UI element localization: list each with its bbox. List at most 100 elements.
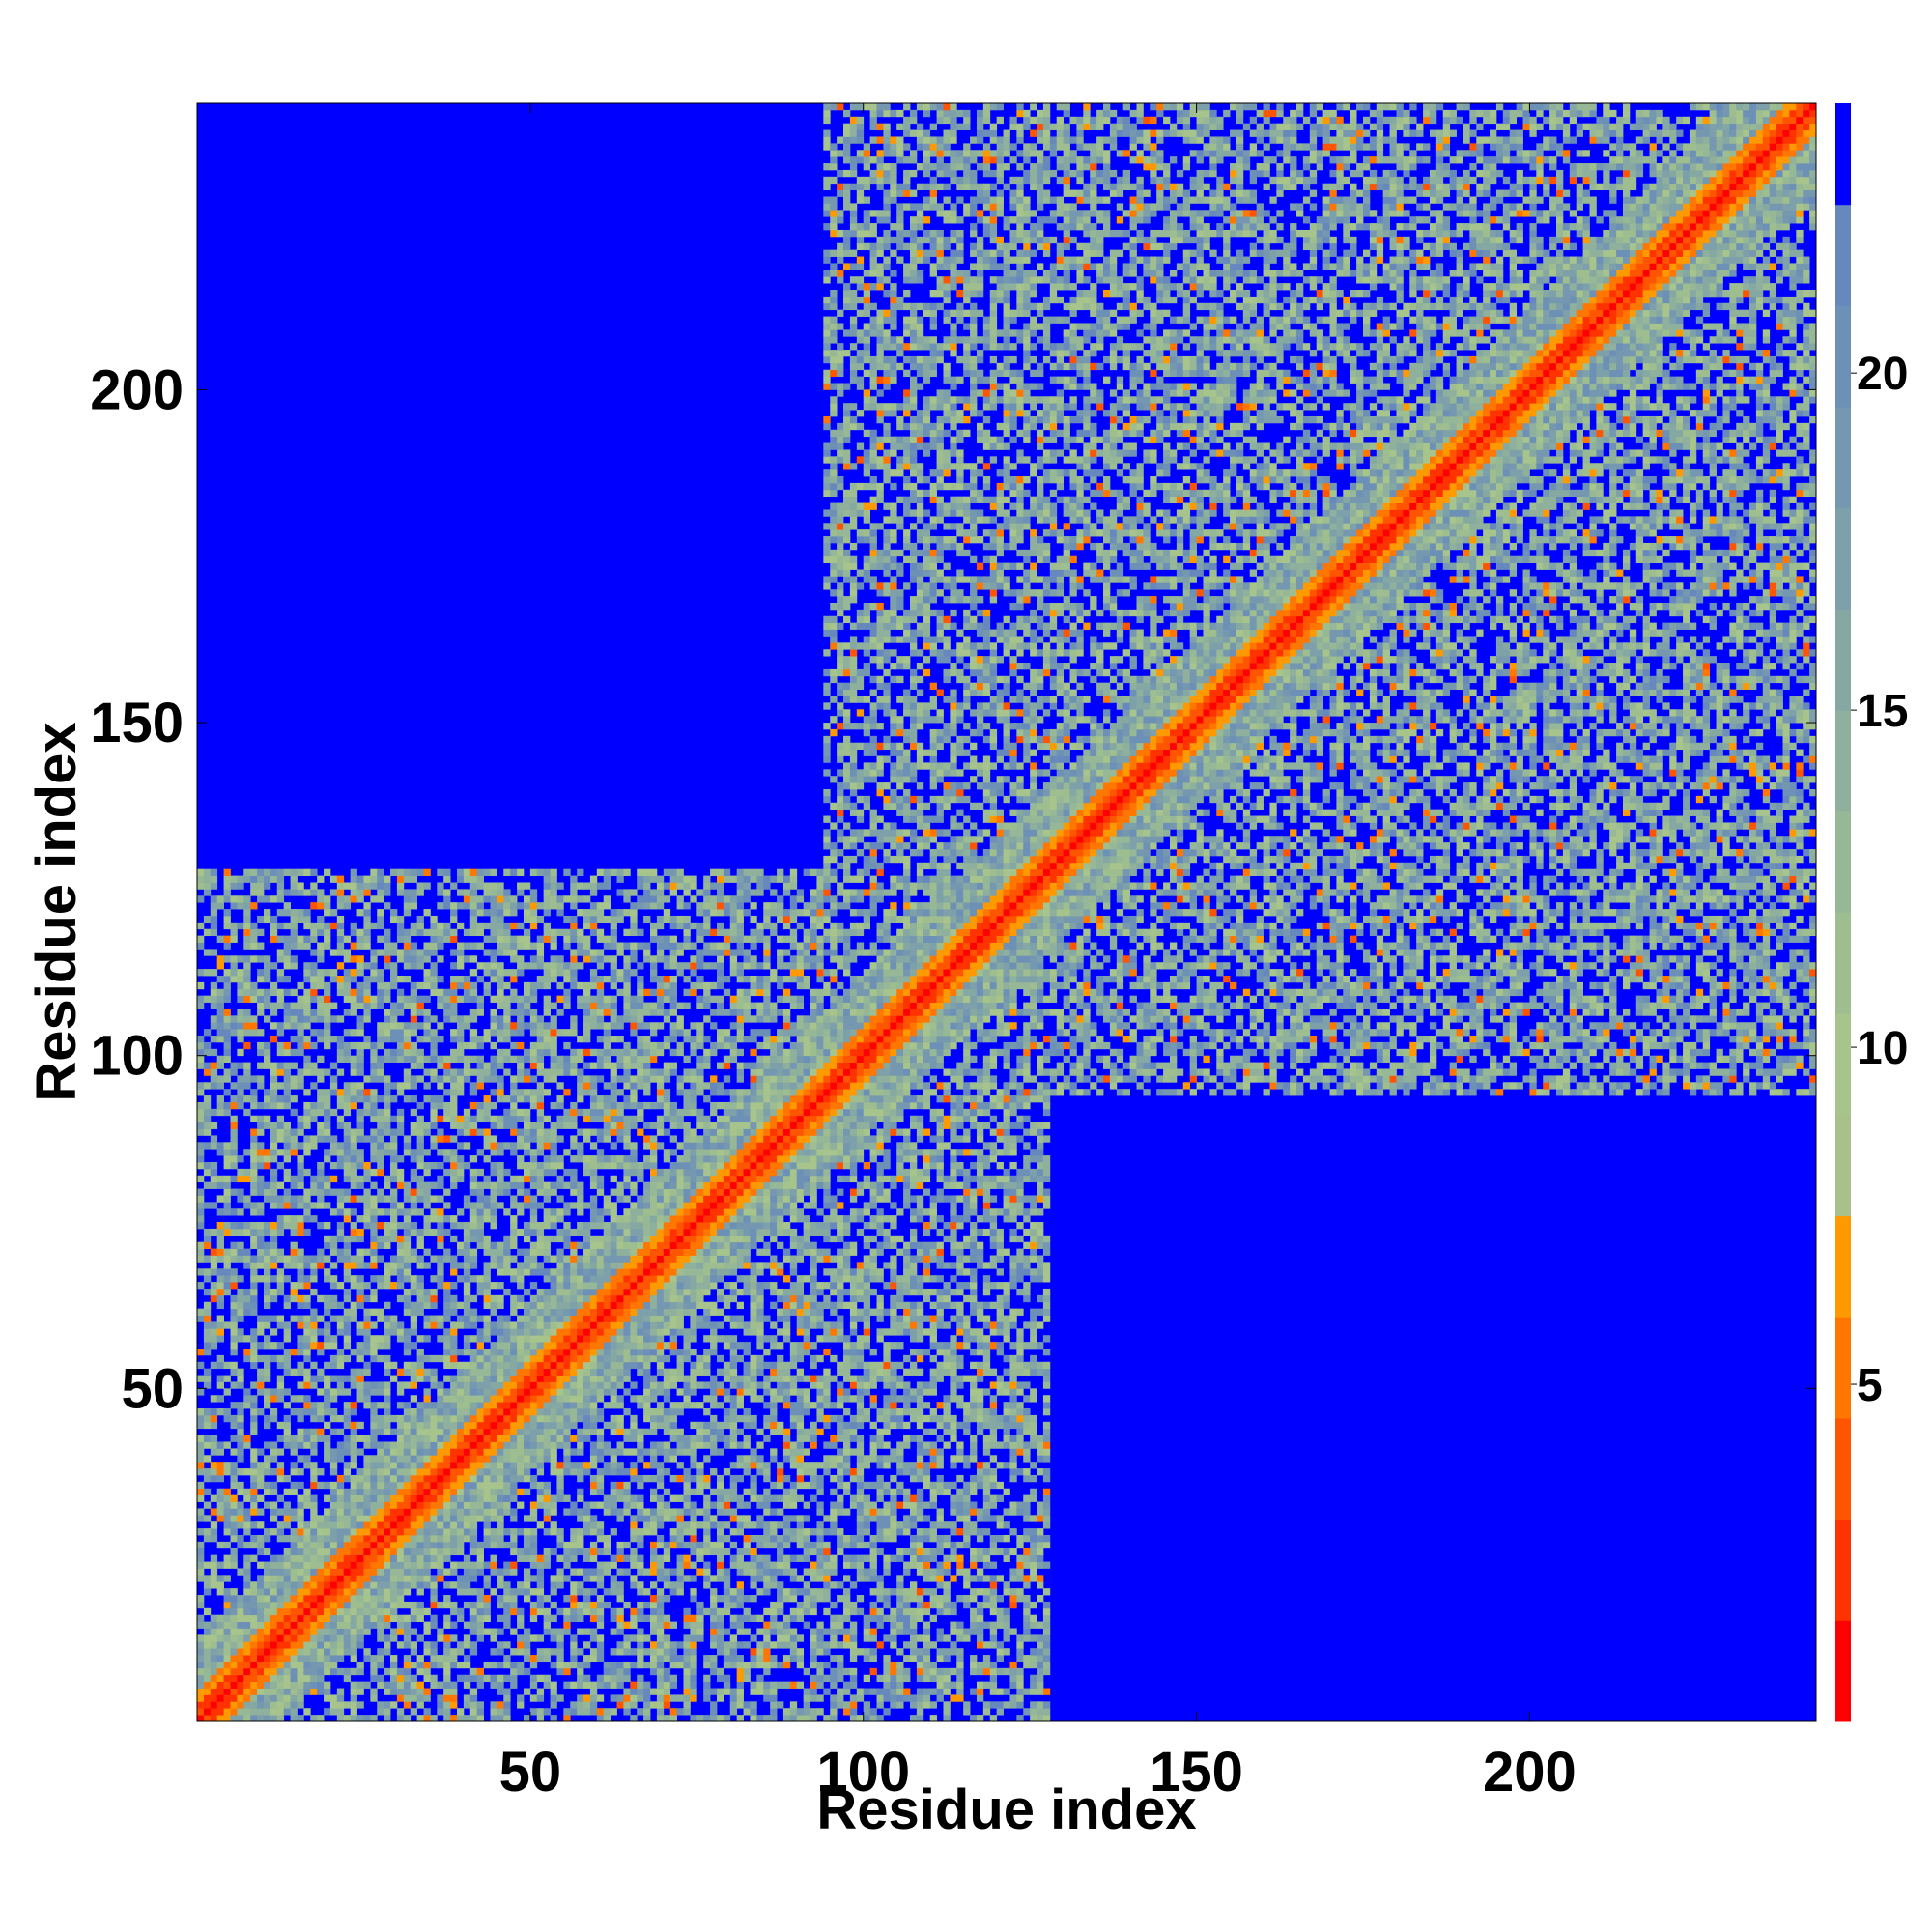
heatmap-cell (743, 1674, 751, 1683)
heatmap-cell (403, 1655, 412, 1662)
heatmap-cell (290, 1528, 298, 1536)
heatmap-cell (350, 1641, 357, 1649)
heatmap-cell (529, 1601, 538, 1609)
heatmap-cell (363, 1202, 371, 1209)
heatmap-cell (276, 1614, 285, 1622)
heatmap-cell (290, 988, 298, 997)
heatmap-cell (909, 1508, 918, 1516)
heatmap-cell (356, 1667, 364, 1676)
heatmap-cell (723, 1715, 731, 1722)
heatmap-cell (223, 1155, 231, 1163)
heatmap-cell (716, 1715, 724, 1722)
heatmap-cell (343, 1089, 352, 1096)
heatmap-cell (956, 1568, 964, 1576)
heatmap-cell (623, 1701, 631, 1709)
heatmap-cell (916, 1648, 924, 1656)
heatmap-cell (243, 1521, 251, 1529)
heatmap-cell (237, 1521, 244, 1529)
heatmap-cell (410, 1421, 418, 1430)
heatmap-cell (270, 1202, 278, 1209)
heatmap-cell (317, 1601, 325, 1609)
heatmap-cell (856, 1568, 865, 1576)
heatmap-cell (237, 1708, 244, 1716)
heatmap-cell (610, 1674, 617, 1683)
heatmap-cell (210, 981, 218, 990)
heatmap-cell (303, 1428, 311, 1435)
heatmap-cell (630, 1648, 638, 1656)
heatmap-cell (350, 1535, 357, 1543)
heatmap-cell (377, 1062, 384, 1069)
heatmap-cell (756, 1521, 764, 1529)
heatmap-cell (230, 1175, 238, 1183)
heatmap-cell (257, 1655, 265, 1662)
heatmap-cell (363, 1561, 371, 1569)
heatmap-cell (782, 1595, 791, 1603)
heatmap-cell (630, 1575, 638, 1582)
heatmap-cell (350, 1228, 357, 1236)
heatmap-cell (276, 1395, 285, 1403)
heatmap-cell (303, 1348, 311, 1356)
heatmap-cell (596, 1708, 605, 1716)
heatmap-cell (324, 1694, 331, 1702)
heatmap-cell (203, 1062, 212, 1069)
heatmap-cell (343, 1535, 352, 1543)
heatmap-cell (923, 1607, 931, 1616)
heatmap-cell (257, 1241, 265, 1249)
heatmap-cell (270, 1328, 278, 1336)
heatmap-cell (263, 1628, 271, 1635)
heatmap-cell (390, 1155, 398, 1163)
heatmap-cell (263, 1188, 271, 1196)
heatmap-cell (943, 1601, 951, 1609)
heatmap-cell (963, 1521, 971, 1529)
heatmap-cell (410, 1149, 418, 1156)
heatmap-cell (283, 1661, 291, 1669)
heatmap-cell (570, 1641, 578, 1649)
heatmap-cell (250, 1075, 258, 1083)
heatmap-cell (570, 1548, 578, 1556)
heatmap-cell (583, 1568, 591, 1576)
heatmap-cell (823, 1688, 831, 1695)
heatmap-cell (1037, 1528, 1044, 1536)
heatmap-cell (837, 1667, 844, 1676)
heatmap-cell (350, 1082, 357, 1090)
heatmap-cell (290, 1195, 298, 1203)
heatmap-cell (216, 895, 224, 903)
heatmap-cell (363, 1101, 371, 1110)
heatmap-cell (343, 1441, 352, 1449)
heatmap-cell (503, 1588, 511, 1596)
heatmap-cell (257, 1408, 265, 1416)
heatmap-cell (837, 1535, 844, 1543)
heatmap-cell (529, 1575, 538, 1582)
heatmap-cell (324, 1528, 331, 1536)
heatmap-cell (503, 1621, 511, 1629)
heatmap-cell (276, 1248, 285, 1256)
heatmap-cell (210, 1554, 218, 1562)
heatmap-cell (370, 1541, 378, 1549)
heatmap-cell (250, 1395, 258, 1403)
heatmap-cell (297, 1661, 304, 1669)
heatmap-cell (923, 1701, 931, 1709)
heatmap-cell (343, 1195, 352, 1203)
heatmap-cell (290, 1601, 298, 1609)
heatmap-cell (263, 1468, 271, 1476)
heatmap-cell (503, 1568, 511, 1576)
heatmap-cell (490, 1674, 497, 1683)
heatmap-cell (336, 1494, 345, 1502)
heatmap-cell (936, 1681, 944, 1689)
heatmap-cell (223, 922, 231, 930)
heatmap-cell (230, 1648, 238, 1656)
heatmap-cell (616, 1515, 624, 1522)
heatmap-cell (517, 1528, 525, 1536)
heatmap-cell (250, 1155, 258, 1163)
heatmap-cell (210, 1494, 218, 1502)
heatmap-cell (329, 1501, 338, 1509)
heatmap-cell (777, 1701, 784, 1709)
heatmap-cell (663, 1515, 671, 1522)
heatmap-cell (283, 1667, 291, 1676)
heatmap-cell (816, 1561, 824, 1569)
heatmap-cell (503, 1528, 511, 1536)
heatmap-cell (384, 1082, 391, 1090)
heatmap-cell (663, 1581, 671, 1589)
heatmap-cell (257, 1202, 265, 1209)
heatmap-cell (390, 1468, 398, 1476)
